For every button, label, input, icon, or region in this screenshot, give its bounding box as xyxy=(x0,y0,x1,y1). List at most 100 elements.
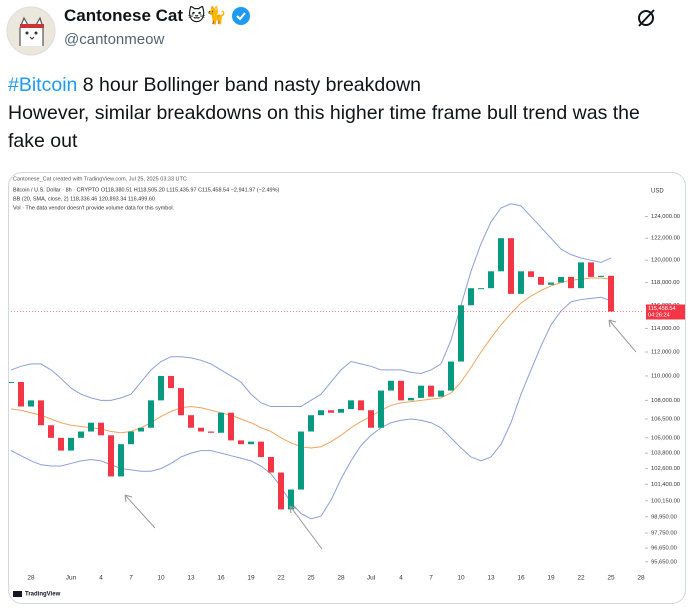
candle xyxy=(528,271,534,277)
y-tick-label: 98,950.00 xyxy=(651,514,677,520)
x-tick-label: 4 xyxy=(99,575,103,582)
y-tick-label: 105,000.00 xyxy=(651,435,680,441)
candle xyxy=(158,375,164,401)
y-tick-label: 103,800.00 xyxy=(651,451,680,457)
candle xyxy=(9,382,14,384)
candle xyxy=(18,382,24,407)
hashtag[interactable]: #Bitcoin xyxy=(8,74,78,96)
candle xyxy=(148,400,154,428)
candle xyxy=(218,412,224,433)
candle xyxy=(28,400,34,407)
candle xyxy=(358,400,364,411)
name-text[interactable]: Cantonese Cat 🐱🐈 xyxy=(64,6,227,25)
y-tick-label: 106,500.00 xyxy=(651,417,680,423)
candle xyxy=(328,410,334,413)
y-tick-label: 124,000.00 xyxy=(651,214,680,220)
candle xyxy=(108,435,114,477)
avatar[interactable] xyxy=(6,6,56,56)
plot xyxy=(9,203,644,520)
candle xyxy=(558,276,564,283)
candle xyxy=(578,262,584,289)
x-tick-label: Jun xyxy=(66,575,77,582)
candle xyxy=(408,397,414,401)
grok-icon[interactable] xyxy=(634,6,658,30)
candle xyxy=(228,412,234,441)
x-tick-label: 28 xyxy=(337,575,345,582)
candle xyxy=(38,400,44,426)
candle xyxy=(398,380,404,401)
candle xyxy=(508,238,514,294)
handle[interactable]: @cantonmeow xyxy=(64,31,165,48)
candle xyxy=(168,375,174,389)
candle xyxy=(458,305,464,362)
candle xyxy=(248,441,254,445)
brand-logo xyxy=(13,591,22,597)
x-tick-label: 25 xyxy=(307,575,315,582)
candle xyxy=(568,276,574,289)
candle xyxy=(188,415,194,428)
x-tick-label: 22 xyxy=(577,575,585,582)
candle xyxy=(448,361,454,391)
x-tick-label: Jul xyxy=(367,575,376,582)
candle xyxy=(348,400,354,410)
x-tick-label: 13 xyxy=(487,575,495,582)
media[interactable]: Cantonese_Cat created with TradingView.c… xyxy=(8,172,686,604)
countdown: 04:26:24 xyxy=(648,312,670,318)
x-tick-label: 10 xyxy=(457,575,465,582)
candle xyxy=(368,410,374,428)
candle xyxy=(478,288,484,290)
candle xyxy=(608,275,614,312)
candle xyxy=(178,388,184,416)
band-line xyxy=(10,296,612,520)
candle xyxy=(538,276,544,285)
currency: USD xyxy=(651,189,664,195)
text-line: However, similar breakdowns on this high… xyxy=(8,102,640,152)
y-tick-label: 108,000.00 xyxy=(651,398,680,404)
candle xyxy=(288,489,294,510)
text-line: 8 hour Bollinger band nasty breakdown xyxy=(77,74,422,96)
candle xyxy=(488,271,494,289)
x-tick-label: 10 xyxy=(157,575,165,582)
y-tick-label: 110,000.00 xyxy=(651,373,680,379)
x-tick-label: 22 xyxy=(277,575,285,582)
display-name[interactable]: Cantonese Cat 🐱🐈 xyxy=(64,6,251,26)
candle xyxy=(428,385,434,397)
x-tick-label: 28 xyxy=(637,575,645,582)
candle xyxy=(198,427,204,432)
x-tick-label: 16 xyxy=(217,575,225,582)
band-line xyxy=(10,277,612,449)
candle xyxy=(58,437,64,451)
indicator-label: BB (20, SMA, close, 2) 118,336.46 120,89… xyxy=(13,196,155,202)
y-tick-label: 100,150.00 xyxy=(651,498,680,504)
volume-note: Vol · The data vendor doesn't provide vo… xyxy=(13,205,175,211)
candle xyxy=(88,422,94,432)
x-tick-label: 28 xyxy=(27,575,35,582)
x-tick-label: 19 xyxy=(547,575,555,582)
candle xyxy=(208,431,214,433)
x-tick-label: 13 xyxy=(187,575,195,582)
x-tick-label: 7 xyxy=(429,575,433,582)
price-tag xyxy=(646,304,685,320)
candle xyxy=(128,431,134,445)
candle xyxy=(548,282,554,285)
y-tick-label: 120,000.00 xyxy=(651,258,680,264)
y-tick-label: 95,650.00 xyxy=(651,559,677,565)
y-tick-label: 96,650.00 xyxy=(651,546,677,552)
candle xyxy=(388,380,394,391)
y-tick-label: 112,000.00 xyxy=(651,350,680,356)
candle xyxy=(378,390,384,428)
candle xyxy=(98,422,104,436)
candle xyxy=(258,441,264,457)
candle xyxy=(68,437,74,451)
candle xyxy=(438,390,444,397)
verified-badge xyxy=(231,7,250,25)
candle xyxy=(588,262,594,277)
candle xyxy=(338,409,344,413)
candle xyxy=(518,271,524,294)
candle xyxy=(238,440,244,445)
candle xyxy=(78,431,84,438)
candle xyxy=(318,410,324,416)
y-tick-label: 102,600.00 xyxy=(651,466,680,472)
candle xyxy=(138,427,144,432)
